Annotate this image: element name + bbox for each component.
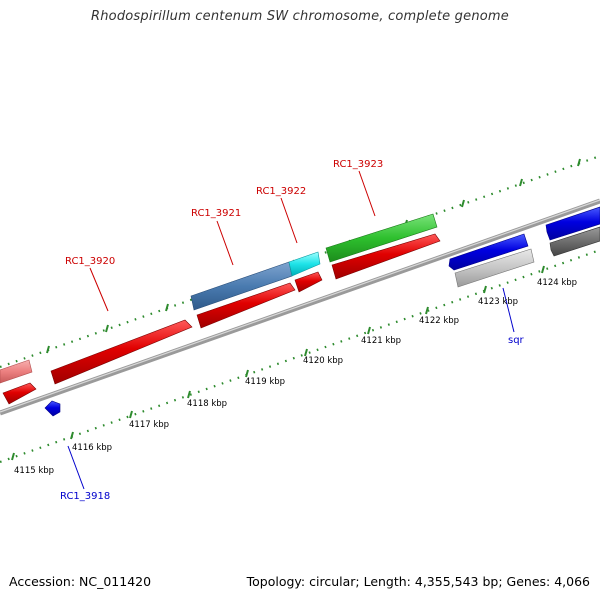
kbp-label: 4115 kbp [14, 466, 54, 476]
kbp-label: 4119 kbp [245, 377, 285, 387]
upper-tick-ring [0, 154, 600, 369]
label-leaders [67, 170, 515, 490]
kbp-label: 4121 kbp [361, 336, 401, 346]
label-rc1-3918[interactable]: RC1_3918 [60, 491, 110, 502]
chromosome-backbone [0, 198, 600, 416]
lower-tick-ring [0, 248, 600, 464]
gene-darkgray-far-right[interactable] [549, 226, 600, 257]
forward-strand-outer [0, 206, 600, 384]
kbp-label: 4124 kbp [537, 278, 577, 288]
accession-text: Accession: NC_011420 [9, 574, 152, 589]
gene-sqr[interactable] [454, 248, 535, 288]
gene-rc1-3923[interactable] [325, 213, 438, 263]
kbp-label: 4122 kbp [419, 316, 459, 326]
kbp-label: 4123 kbp [478, 297, 518, 307]
gene-rc1-3920[interactable] [50, 319, 193, 385]
gene-red-3921b[interactable] [196, 282, 296, 329]
kbp-label: 4117 kbp [129, 420, 169, 430]
label-rc1-3920[interactable]: RC1_3920 [65, 256, 115, 267]
reverse-strand [44, 226, 600, 417]
genome-summary-text: Topology: circular; Length: 4,355,543 bp… [246, 574, 590, 589]
kbp-tick-labels: 4115 kbp 4116 kbp 4117 kbp 4118 kbp 4119… [14, 278, 577, 476]
label-rc1-3921[interactable]: RC1_3921 [191, 208, 241, 219]
kbp-label: 4116 kbp [72, 443, 112, 453]
gene-red-small[interactable] [294, 271, 323, 293]
gene-labels: RC1_3920 RC1_3921 RC1_3922 RC1_3923 RC1_… [60, 159, 525, 502]
gene-blue-far-right[interactable] [545, 206, 600, 241]
label-rc1-3922[interactable]: RC1_3922 [256, 186, 306, 197]
label-rc1-3923[interactable]: RC1_3923 [333, 159, 383, 170]
kbp-label: 4118 kbp [187, 399, 227, 409]
gene-rc1-3918[interactable] [44, 400, 61, 417]
gene-red-left[interactable] [2, 382, 37, 405]
lower-major-ticks [11, 265, 545, 461]
forward-strand-inner [2, 233, 441, 405]
map-title: Rhodospirillum centenum SW chromosome, c… [91, 9, 509, 24]
gene-red-3923b[interactable] [331, 233, 441, 280]
kbp-label: 4120 kbp [303, 356, 343, 366]
gene-pink-partial[interactable] [0, 359, 33, 384]
gene-blue-sqr-region[interactable] [448, 233, 529, 271]
gene-rc1-3922[interactable] [288, 251, 321, 277]
label-sqr[interactable]: sqr [508, 335, 525, 346]
